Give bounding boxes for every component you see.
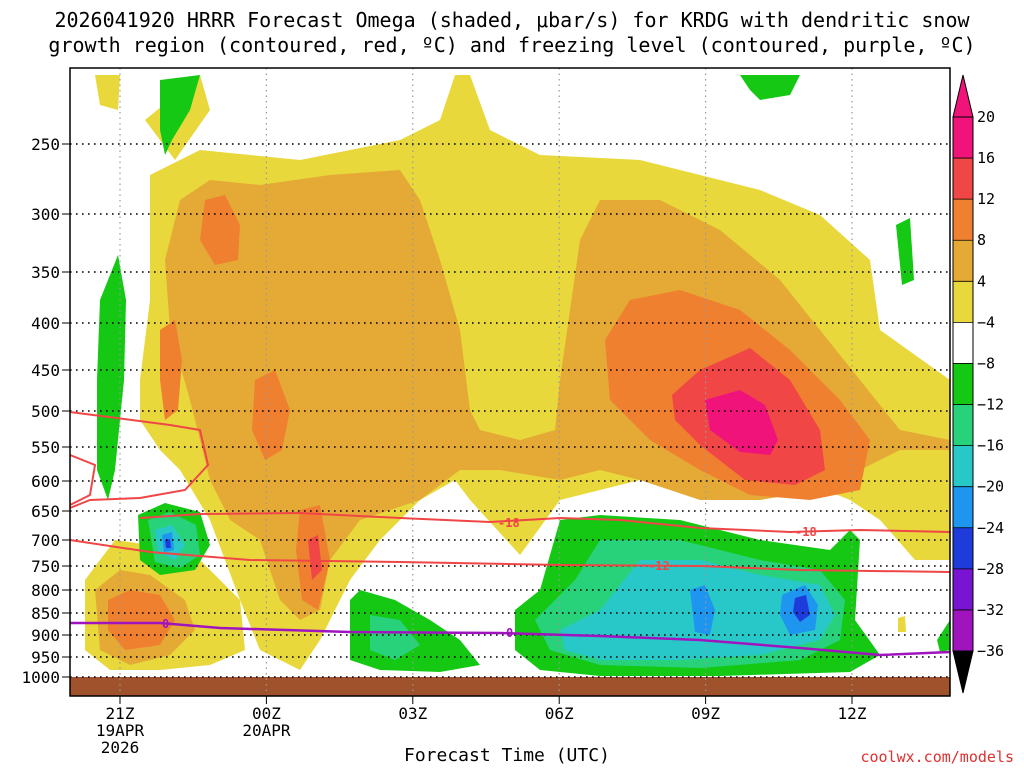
colorbar-swatch — [953, 486, 973, 528]
y-tick-label: 900 — [31, 626, 60, 645]
y-tick-label: 850 — [31, 604, 60, 623]
plot-frame — [69, 67, 951, 697]
x-tick-label: 19APR — [96, 721, 145, 740]
contour-label: -18 — [498, 516, 520, 530]
contour-label: -12 — [648, 559, 670, 573]
colorbar-label: −12 — [977, 396, 1004, 414]
y-axis: 250 300 350 400 450 500 550 600 650 700 750 800 850 9… — [21, 135, 70, 687]
y-tick-label: 800 — [31, 581, 60, 600]
colorbar-swatch — [953, 158, 973, 200]
contour-label: 0 — [506, 626, 513, 640]
contour-line-neg18 — [69, 411, 210, 509]
omega-shade-4-8 — [898, 616, 906, 632]
x-tick-label: 06Z — [545, 704, 574, 723]
omega-shade-12-16 — [160, 320, 182, 420]
colorbar-swatch — [953, 568, 973, 610]
colorbar-label: −16 — [977, 437, 1004, 455]
colorbar-label: −4 — [977, 313, 995, 331]
colorbar-label: 12 — [977, 190, 995, 208]
omega-shade-neg4-neg8 — [896, 218, 914, 285]
colorbar-label: −28 — [977, 560, 1004, 578]
x-axis-label: Forecast Time (UTC) — [404, 745, 610, 766]
grid-lines — [70, 68, 950, 696]
omega-shade-neg8-neg12 — [370, 615, 420, 660]
omega-shade-neg4-neg8 — [937, 620, 950, 652]
x-tick-label: 2026 — [101, 738, 140, 757]
ground-surface — [70, 677, 950, 696]
omega-shade-neg4-neg8 — [160, 75, 200, 155]
colorbar-swatch — [953, 281, 973, 323]
omega-shade-neg4-neg8 — [97, 255, 126, 500]
y-tick-label: 550 — [31, 438, 60, 457]
y-tick-label: 350 — [31, 263, 60, 282]
x-tick-label: 09Z — [691, 704, 720, 723]
colorbar-swatch — [953, 199, 973, 241]
contour-line-neg12 — [69, 539, 951, 573]
colorbar-swatch — [953, 363, 973, 405]
omega-shade-neg4-neg8 — [740, 75, 800, 100]
omega-shade-12-16 — [200, 195, 240, 265]
y-tick-label: 300 — [31, 205, 60, 224]
y-tick-label: 650 — [31, 502, 60, 521]
colorbar-label: −32 — [977, 601, 1004, 619]
omega-shade-20plus — [705, 390, 778, 455]
colorbar-label: 8 — [977, 231, 986, 249]
chart-title: 2026041920 HRRR Forecast Omega (shaded, … — [54, 8, 970, 32]
colorbar-label: 20 — [977, 108, 995, 126]
x-tick-label: 20APR — [242, 721, 291, 740]
colorbar-swatch — [953, 527, 973, 569]
contour-line-neg18 — [69, 454, 97, 506]
y-tick-label: 600 — [31, 472, 60, 491]
omega-shade-4-8 — [930, 470, 950, 540]
y-tick-label: 450 — [31, 361, 60, 380]
y-tick-label: 700 — [31, 531, 60, 550]
x-tick-label: 21Z — [106, 704, 135, 723]
y-tick-label: 950 — [31, 648, 60, 667]
colorbar-label: −36 — [977, 642, 1004, 660]
y-tick-label: 750 — [31, 557, 60, 576]
colorbar-swatch — [953, 609, 973, 651]
colorbar-label: −20 — [977, 478, 1004, 496]
colorbar-swatch — [953, 322, 973, 364]
colorbar-label: −24 — [977, 519, 1004, 537]
y-tick-label: 400 — [31, 314, 60, 333]
y-tick-label: 1000 — [21, 668, 60, 687]
contour-label: 0 — [162, 617, 169, 631]
x-tick-label: 03Z — [398, 704, 427, 723]
colorbar-label: −8 — [977, 354, 995, 372]
omega-shade-neg20-neg24 — [165, 539, 171, 548]
omega-shade-8-12 — [165, 170, 950, 620]
x-tick-label: 12Z — [838, 704, 867, 723]
colorbar-swatch — [953, 240, 973, 282]
omega-shade-neg16-neg20 — [690, 585, 715, 635]
colorbar-swatch — [953, 404, 973, 446]
colorbar-cap-top — [952, 74, 974, 118]
y-tick-label: 500 — [31, 402, 60, 421]
omega-shade-16-20 — [308, 535, 322, 580]
colorbar-label: 16 — [977, 149, 995, 167]
colorbar-swatch — [953, 445, 973, 487]
contour-line-0 — [70, 621, 951, 657]
omega-shade-neg20-neg24 — [793, 595, 810, 622]
colorbar-swatch — [953, 117, 973, 159]
colorbar-cap-bottom — [952, 650, 974, 694]
colorbar-legend: 20 16 12 8 4 −4 −8 −12 −16 −20 −24 −28 −32 −36 — [952, 74, 1004, 694]
y-tick-label: 250 — [31, 135, 60, 154]
contour-line-neg18 — [139, 511, 951, 534]
chart-subtitle: growth region (contoured, red, ºC) and f… — [48, 33, 976, 57]
credit-text: coolwx.com/models — [860, 748, 1014, 766]
contour-label: -18 — [795, 525, 817, 539]
x-tick-label: 00Z — [252, 704, 281, 723]
omega-shade-12-16 — [252, 370, 290, 460]
colorbar-label: 4 — [977, 272, 986, 290]
